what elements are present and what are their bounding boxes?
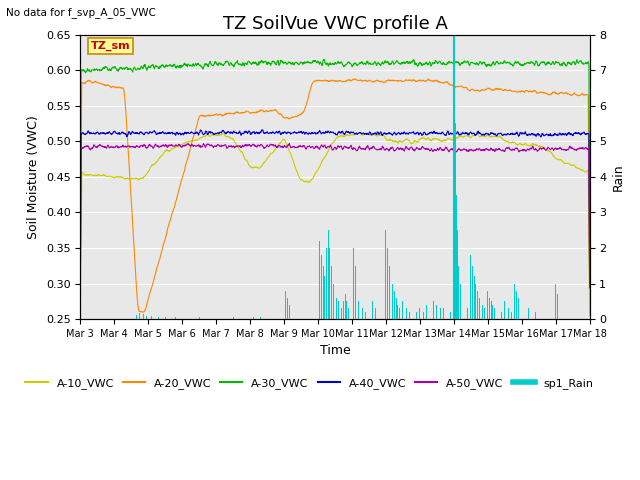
Bar bbox=[284, 284, 285, 319]
Bar bbox=[429, 308, 431, 319]
Bar bbox=[457, 230, 458, 319]
Bar bbox=[175, 317, 176, 319]
Bar bbox=[323, 266, 324, 319]
Bar bbox=[358, 301, 359, 319]
Bar bbox=[146, 315, 147, 319]
Bar bbox=[287, 298, 288, 319]
Bar bbox=[343, 301, 344, 319]
Text: No data for f_svp_A_05_VWC: No data for f_svp_A_05_VWC bbox=[6, 7, 156, 18]
Bar bbox=[497, 312, 499, 319]
Bar bbox=[535, 312, 536, 319]
Bar bbox=[136, 315, 137, 319]
Bar bbox=[426, 305, 427, 319]
Bar bbox=[375, 308, 376, 319]
Bar bbox=[362, 308, 363, 319]
Bar bbox=[253, 317, 254, 319]
Bar bbox=[491, 301, 492, 319]
Bar bbox=[233, 317, 234, 319]
Bar bbox=[397, 305, 398, 319]
Bar bbox=[348, 308, 349, 319]
Bar bbox=[341, 308, 342, 319]
Bar bbox=[409, 312, 410, 319]
Bar bbox=[356, 284, 358, 319]
Bar bbox=[453, 70, 454, 319]
Bar bbox=[463, 301, 465, 319]
Bar bbox=[436, 305, 437, 319]
Bar bbox=[479, 298, 480, 319]
Bar bbox=[321, 255, 322, 319]
Bar bbox=[165, 317, 166, 319]
Bar bbox=[494, 308, 495, 319]
Bar bbox=[433, 301, 434, 319]
Bar bbox=[331, 266, 332, 319]
Bar bbox=[158, 317, 159, 319]
Bar bbox=[351, 230, 353, 319]
Bar bbox=[489, 298, 490, 319]
Bar bbox=[389, 266, 390, 319]
Bar bbox=[132, 314, 133, 319]
Bar bbox=[467, 308, 468, 319]
Bar bbox=[454, 88, 455, 319]
Bar bbox=[456, 194, 457, 319]
Bar bbox=[199, 317, 200, 319]
Bar bbox=[477, 290, 478, 319]
Bar bbox=[423, 312, 424, 319]
Bar bbox=[151, 316, 152, 319]
Legend: A-10_VWC, A-20_VWC, A-30_VWC, A-40_VWC, A-50_VWC, sp1_Rain: A-10_VWC, A-20_VWC, A-30_VWC, A-40_VWC, … bbox=[21, 373, 598, 393]
Bar bbox=[511, 312, 512, 319]
Bar bbox=[541, 314, 543, 319]
Bar bbox=[501, 312, 502, 319]
Bar bbox=[396, 298, 397, 319]
Bar bbox=[345, 294, 346, 319]
Bar bbox=[487, 290, 488, 319]
Bar bbox=[324, 276, 325, 319]
Bar bbox=[455, 123, 456, 319]
Bar bbox=[399, 308, 400, 319]
Bar bbox=[385, 230, 387, 319]
Bar bbox=[205, 317, 206, 319]
Bar bbox=[470, 255, 471, 319]
Bar bbox=[482, 305, 483, 319]
Bar bbox=[516, 290, 517, 319]
Bar bbox=[504, 301, 505, 319]
Bar bbox=[419, 308, 420, 319]
Bar bbox=[355, 266, 356, 319]
Bar bbox=[474, 276, 475, 319]
Bar bbox=[440, 308, 441, 319]
Bar bbox=[492, 305, 493, 319]
Bar bbox=[387, 248, 388, 319]
Text: TZ_sm: TZ_sm bbox=[90, 41, 130, 51]
Bar bbox=[317, 230, 319, 319]
Bar bbox=[472, 266, 473, 319]
Bar bbox=[392, 284, 393, 319]
Bar bbox=[508, 308, 509, 319]
Bar bbox=[416, 312, 417, 319]
Bar bbox=[394, 290, 395, 319]
Bar bbox=[365, 312, 366, 319]
Bar bbox=[458, 266, 460, 319]
Y-axis label: Rain: Rain bbox=[612, 163, 625, 191]
Title: TZ SoilVue VWC profile A: TZ SoilVue VWC profile A bbox=[223, 15, 447, 33]
Bar bbox=[528, 308, 529, 319]
Bar bbox=[557, 294, 558, 319]
Bar bbox=[338, 301, 339, 319]
Bar bbox=[319, 241, 320, 319]
Bar bbox=[285, 290, 286, 319]
Bar bbox=[450, 312, 451, 319]
Bar bbox=[443, 308, 444, 319]
X-axis label: Time: Time bbox=[319, 344, 350, 357]
Bar bbox=[326, 248, 327, 319]
Bar bbox=[346, 301, 348, 319]
Bar bbox=[460, 284, 461, 319]
Y-axis label: Soil Moisture (VWC): Soil Moisture (VWC) bbox=[28, 115, 40, 239]
Bar bbox=[336, 298, 337, 319]
Bar bbox=[390, 276, 392, 319]
Bar bbox=[518, 298, 519, 319]
Bar bbox=[353, 248, 354, 319]
